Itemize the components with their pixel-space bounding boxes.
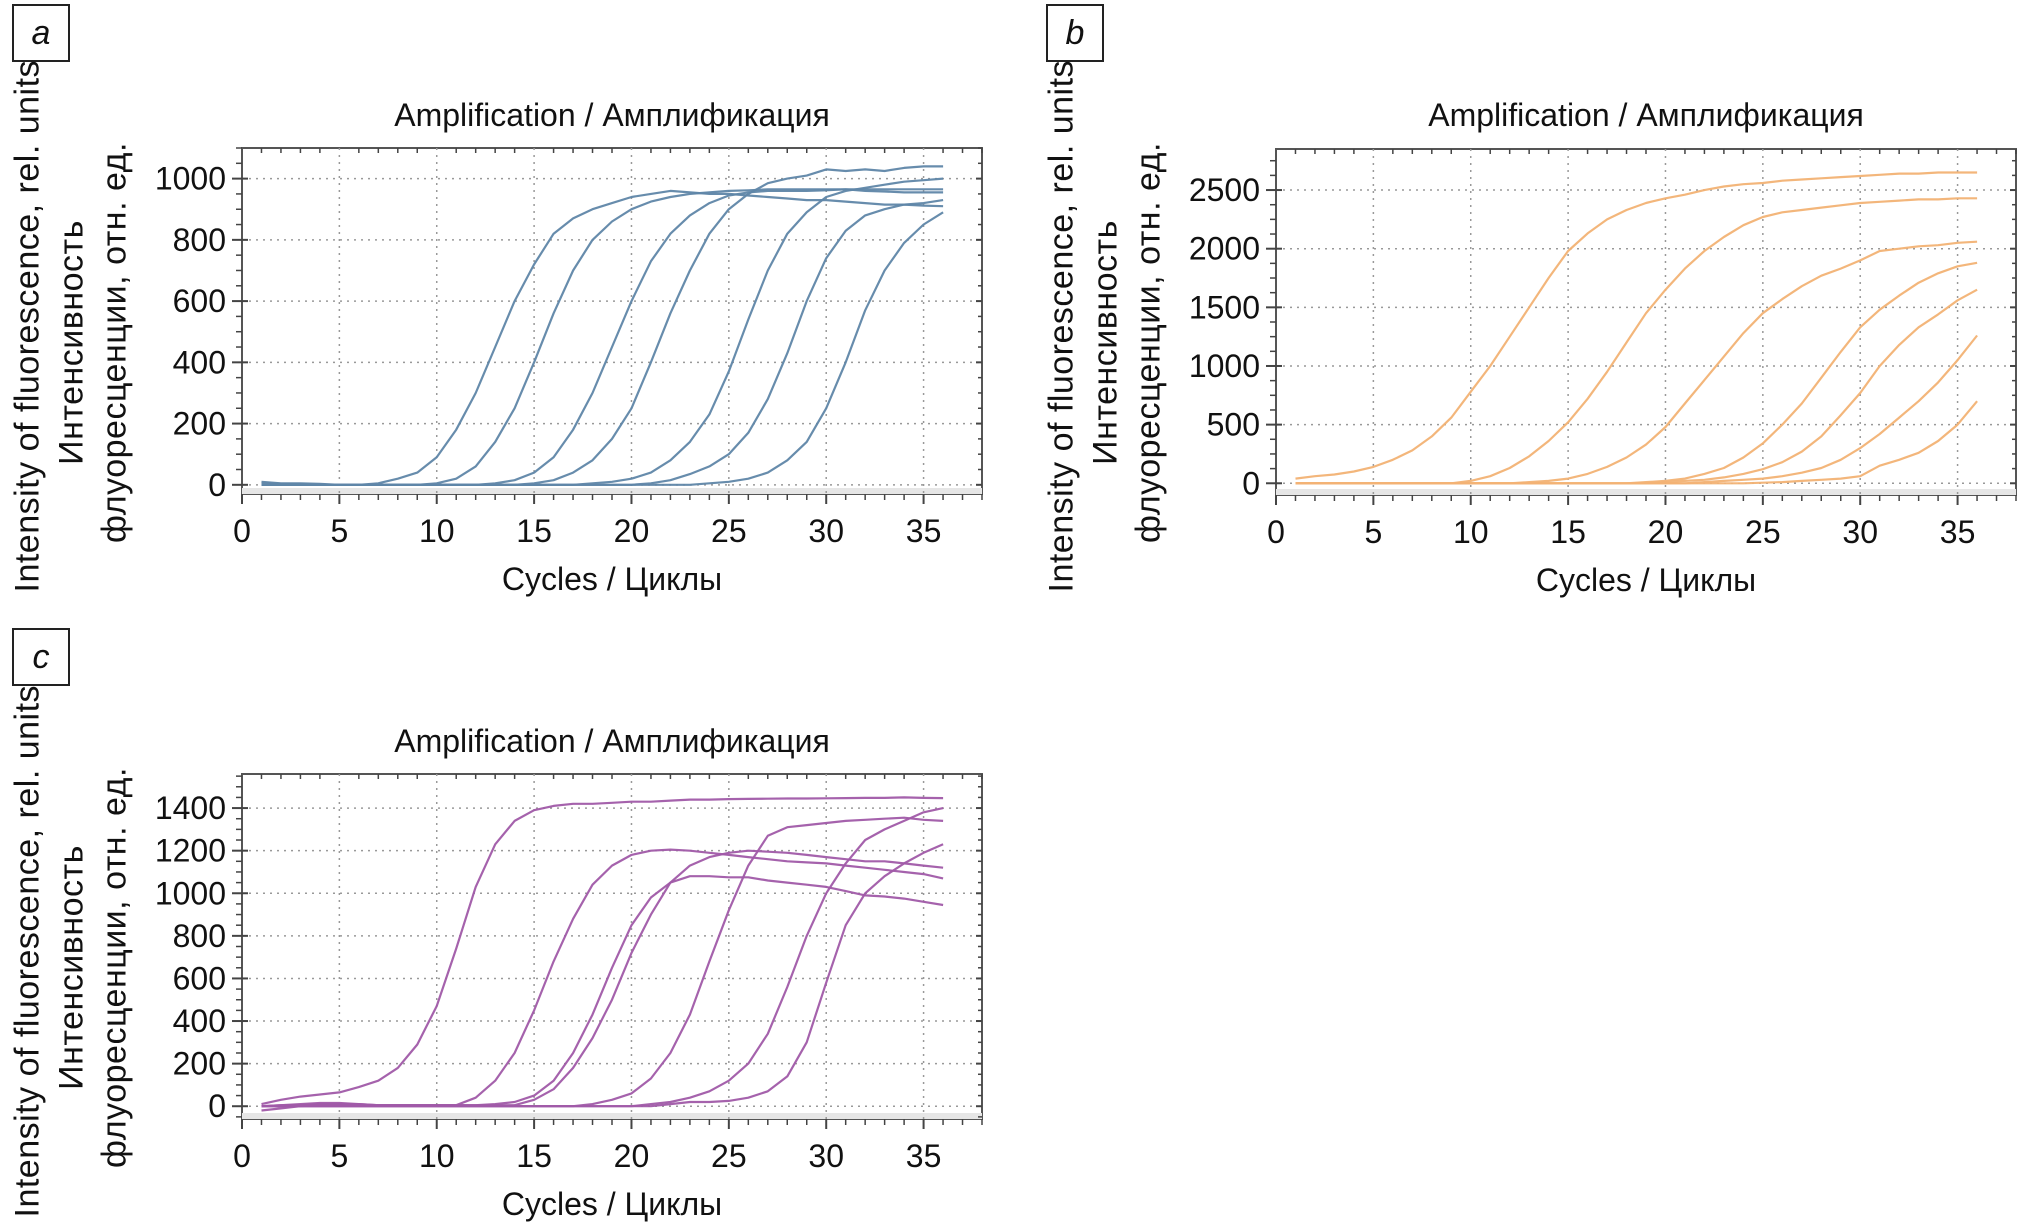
plot-bottom-band-c <box>242 1113 982 1119</box>
x-tick-label-c: 10 <box>419 1138 455 1174</box>
x-tick-label-a: 5 <box>330 513 348 549</box>
y-tick-label-c: 1400 <box>155 790 226 826</box>
panel-label-b: b <box>1046 4 1104 62</box>
x-tick-label-b: 35 <box>1940 514 1976 550</box>
x-tick-label-c: 35 <box>906 1138 942 1174</box>
series-line-a-1 <box>261 189 944 486</box>
y-tick-label-c: 1000 <box>155 875 226 911</box>
x-tick-label-c: 0 <box>233 1138 251 1174</box>
series-line-c-7 <box>261 843 944 1108</box>
y-tick-label-c: 0 <box>208 1088 226 1124</box>
chart-title-b: Amplification / Амплификация <box>1428 97 1864 133</box>
x-tick-label-c: 15 <box>516 1138 552 1174</box>
y-tick-label-a: 200 <box>173 406 226 442</box>
x-tick-label-b: 0 <box>1267 514 1285 550</box>
plot-bottom-band-b <box>1276 489 2016 495</box>
y-tick-label-c: 600 <box>173 960 226 996</box>
y-tick-label-c: 1200 <box>155 833 226 869</box>
y-tick-label-c: 200 <box>173 1046 226 1082</box>
x-axis-title-a: Cycles / Циклы <box>502 561 722 597</box>
plot-bottom-band-a <box>242 488 982 494</box>
y-tick-label-c: 800 <box>173 918 226 954</box>
y-tick-label-c: 400 <box>173 1003 226 1039</box>
y-tick-label-a: 800 <box>173 222 226 258</box>
panel-label-b-text: b <box>1065 13 1085 52</box>
y-tick-label-a: 1000 <box>155 161 226 197</box>
panel-label-a-text: a <box>31 13 51 52</box>
chart-title-c: Amplification / Амплификация <box>394 723 830 759</box>
x-tick-label-b: 20 <box>1648 514 1684 550</box>
x-tick-label-c: 30 <box>808 1138 844 1174</box>
plot-frame-b <box>1275 148 2017 496</box>
y-tick-label-b: 500 <box>1207 407 1260 443</box>
x-tick-label-b: 15 <box>1550 514 1586 550</box>
x-tick-label-a: 20 <box>614 513 650 549</box>
x-tick-label-a: 30 <box>808 513 844 549</box>
plot-frame-a <box>241 147 983 495</box>
x-tick-label-b: 5 <box>1364 514 1382 550</box>
series-line-b-1 <box>1295 171 1978 480</box>
x-axis-title-b: Cycles / Циклы <box>1536 562 1756 598</box>
series-line-b-7 <box>1295 400 1978 485</box>
x-tick-label-a: 10 <box>419 513 455 549</box>
series-line-a-7 <box>261 211 944 486</box>
x-tick-label-c: 5 <box>330 1138 348 1174</box>
panel-label-c: c <box>12 628 70 686</box>
x-tick-label-b: 10 <box>1453 514 1489 550</box>
x-axis-title-c: Cycles / Циклы <box>502 1186 722 1222</box>
series-line-c-1 <box>261 796 944 1106</box>
chart-title-a: Amplification / Амплификация <box>394 97 830 133</box>
y-tick-label-a: 600 <box>173 283 226 319</box>
x-tick-label-b: 30 <box>1842 514 1878 550</box>
x-tick-label-a: 35 <box>906 513 942 549</box>
panel-label-a: a <box>12 4 70 62</box>
y-tick-label-b: 2500 <box>1189 172 1260 208</box>
plot-frame-c <box>241 773 983 1120</box>
y-tick-label-b: 1500 <box>1189 289 1260 325</box>
y-tick-label-b: 1000 <box>1189 348 1260 384</box>
y-tick-label-a: 400 <box>173 344 226 380</box>
x-tick-label-a: 15 <box>516 513 552 549</box>
x-tick-label-c: 25 <box>711 1138 747 1174</box>
x-tick-label-b: 25 <box>1745 514 1781 550</box>
y-tick-label-a: 0 <box>208 467 226 503</box>
x-tick-label-a: 0 <box>233 513 251 549</box>
panel-label-c-text: c <box>32 637 50 676</box>
y-tick-label-b: 2000 <box>1189 231 1260 267</box>
y-tick-label-b: 0 <box>1242 465 1260 501</box>
x-tick-label-c: 20 <box>614 1138 650 1174</box>
x-tick-label-a: 25 <box>711 513 747 549</box>
